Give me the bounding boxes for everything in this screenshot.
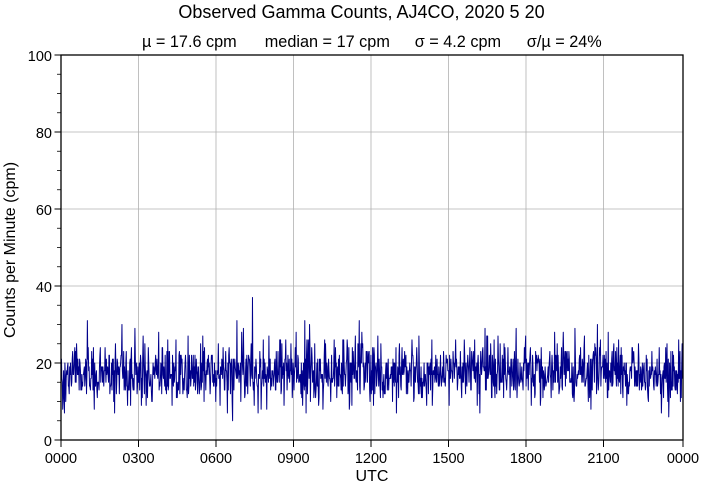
svg-text:0000: 0000	[45, 451, 77, 467]
svg-text:0300: 0300	[122, 451, 154, 467]
svg-text:1200: 1200	[355, 451, 387, 467]
svg-text:20: 20	[36, 357, 52, 373]
svg-text:40: 40	[36, 280, 52, 296]
svg-text:1800: 1800	[510, 451, 542, 467]
svg-text:80: 80	[36, 126, 52, 142]
svg-text:1500: 1500	[432, 451, 464, 467]
svg-text:60: 60	[36, 203, 52, 219]
svg-text:2100: 2100	[587, 451, 619, 467]
svg-text:0: 0	[44, 434, 52, 450]
svg-text:0600: 0600	[200, 451, 232, 467]
svg-text:0900: 0900	[277, 451, 309, 467]
svg-text:100: 100	[28, 49, 52, 65]
svg-text:0000: 0000	[667, 451, 699, 467]
